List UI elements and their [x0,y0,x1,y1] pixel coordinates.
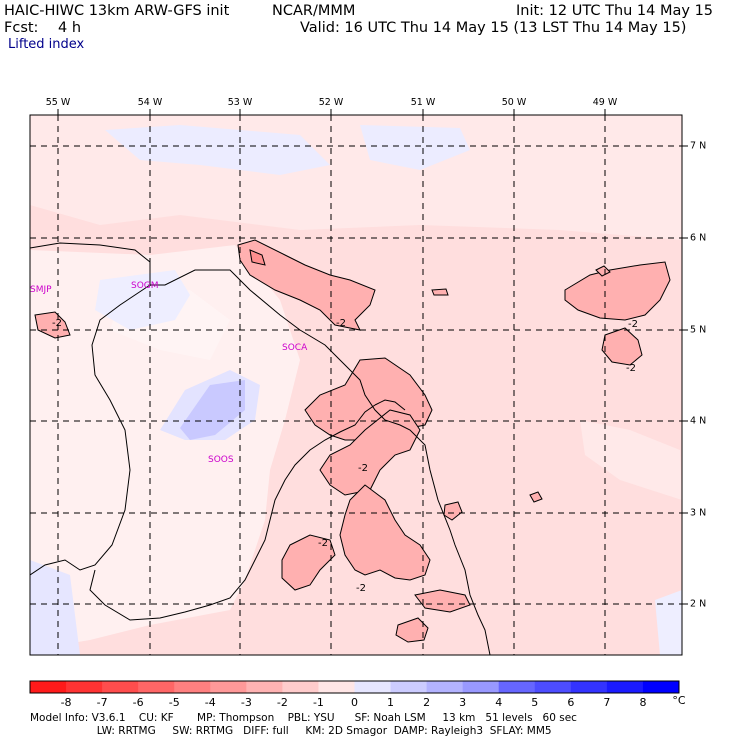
forecast-label: Fcst: [4,20,39,36]
lat-label: 6 N [690,232,707,244]
colorbar-tick-label: -8 [60,696,72,709]
axis-ticks [57,109,688,605]
lat-label: 2 N [690,598,707,610]
colorbar-tick-label: -2 [276,696,288,709]
contour-region-west [34,311,71,339]
contour-region-dot2 [529,491,543,503]
init-time: Init: 12 UTC Thu 14 May 15 [516,3,714,19]
colorbar-cell [354,681,392,693]
colorbar-tick-label: 7 [603,696,611,709]
border-west [30,284,151,576]
colorbar [29,680,680,694]
contour-label: -2 [356,583,366,594]
colorbar-tick-label: -5 [168,696,180,709]
lon-label: 52 W [318,97,344,108]
contour-region-south [339,484,431,581]
contour-minus2-regions [34,239,671,643]
lat-label: 5 N [690,324,707,336]
border-south [89,404,376,621]
lon-label: 55 W [45,97,71,108]
contour-region-dot4 [595,265,611,277]
contour-core-north-coast [249,249,266,266]
colorbar-tick-label: 1 [387,696,395,709]
contour-label: -2 [358,463,368,474]
field-blue-north [105,125,330,175]
colorbar-cell [318,681,355,693]
colorbar-cell [102,681,139,693]
model-title: HAIC-HIWC 13km ARW-GFS init [4,3,230,19]
colorbar-tick-label: 5 [531,696,539,709]
forecast-hour: 4 h [58,20,82,36]
field-blue-southwest [30,560,80,655]
contour-label: -2 [336,318,346,329]
contour-region-dot [431,288,449,296]
lon-label: 51 W [410,97,436,108]
contour-label: -2 [628,319,638,330]
colorbar-cell [426,681,464,693]
model-info-line2: LW: RRTMG SW: RRTMG DIFF: full KM: 2D Sm… [30,725,552,737]
colorbar-tick-label: 8 [639,696,647,709]
contour-region-dot3 [443,501,463,521]
colorbar-cell [138,681,175,693]
colorbar-tick-label: 6 [567,696,575,709]
colorbar-cell [210,681,247,693]
field-light-interior [30,245,300,650]
station-soca: SOCA [282,343,308,353]
field-blue-southeast [655,590,682,655]
colorbar-cell [30,681,67,693]
field-blue-core [180,380,245,440]
colorbar-tick-label: -6 [132,696,144,709]
lat-label: 3 N [690,507,707,519]
colorbar-cell [534,681,572,693]
contour-region-east [564,261,671,321]
colorbar-cell [246,681,283,693]
station-soos: SOOS [208,455,234,465]
colorbar-frame [29,680,680,694]
contour-label: -2 [626,363,636,374]
lat-lon-grid [30,115,682,655]
colorbar-tick-label: -4 [204,696,216,709]
border-river [374,399,406,411]
colorbar-cell [174,681,211,693]
colorbar-cell [498,681,536,693]
colorbar-tick-label: 2 [423,696,431,709]
lat-label: 7 N [690,140,707,152]
field-blue-north2 [360,125,470,170]
colorbar-cell [462,681,500,693]
colorbar-tick-label: 0 [351,696,358,709]
field-blue-west [95,270,190,330]
contour-region-small2 [414,589,471,613]
colorbar-cell [570,681,608,693]
colorbar-tick-label: -3 [240,696,252,709]
field-name: Lifted index [8,37,85,52]
colorbar-cell [66,681,103,693]
organization: NCAR/MMM [272,3,356,19]
colorbar-cell [390,681,428,693]
lon-label: 53 W [227,97,253,108]
contour-label: -2 [318,538,328,549]
station-smjp: SMJP [30,285,52,295]
colorbar-cell [282,681,319,693]
colorbar-tick-label: -1 [312,696,324,709]
colorbar-cell [606,681,644,693]
contour-region-north-coast [237,239,376,331]
lon-label: 54 W [137,97,163,108]
colorbar-unit: °C [672,694,686,707]
colorbar-tick-label: -7 [96,696,108,709]
lat-label: 4 N [690,415,707,427]
valid-time: Valid: 16 UTC Thu 14 May 15 (13 LST Thu … [300,20,687,36]
contour-label: -2 [52,318,62,329]
station-sogm: SOGM [131,281,159,291]
model-info-line1: Model Info: V3.6.1 CU: KF MP: Thompson P… [30,712,577,724]
colorbar-cell [642,681,680,693]
contour-region-small [395,617,429,643]
map-frame [29,114,683,656]
lon-label: 50 W [501,97,527,108]
lon-label: 49 W [592,97,618,108]
contour-region-southwest [281,534,336,591]
colorbar-tick-label: 4 [495,696,503,709]
colorbar-tick-label: 3 [459,696,467,709]
